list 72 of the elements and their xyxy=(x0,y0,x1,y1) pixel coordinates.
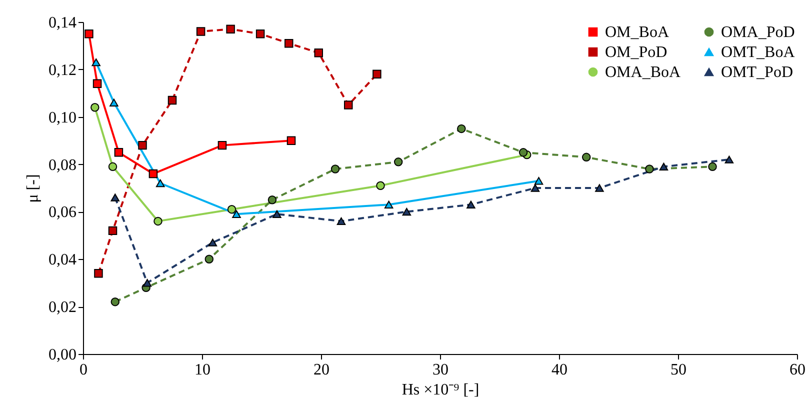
y-tick-label: 0,04 xyxy=(48,252,76,269)
y-tick-label: 0,12 xyxy=(48,62,76,79)
point xyxy=(168,96,177,105)
point xyxy=(268,195,277,204)
x-tick-label: 50 xyxy=(670,362,686,378)
point xyxy=(94,269,103,278)
x-axis-title: Hs ×10⁻⁹ [-] xyxy=(402,382,480,398)
legend-label: OMA_BoA xyxy=(605,64,682,81)
x-tick-label: 60 xyxy=(790,362,806,378)
point xyxy=(724,156,734,164)
point xyxy=(272,210,282,218)
point xyxy=(336,217,346,226)
point xyxy=(110,297,120,306)
point xyxy=(645,164,654,174)
point xyxy=(108,162,118,172)
point xyxy=(372,70,382,79)
point xyxy=(394,158,403,166)
point xyxy=(92,58,100,66)
point xyxy=(708,162,717,172)
point xyxy=(384,200,394,208)
point xyxy=(218,140,227,150)
y-axis-title: μ [-] xyxy=(24,174,42,203)
point xyxy=(595,184,604,192)
legend-label: OMA_PoD xyxy=(721,24,795,41)
point xyxy=(196,27,206,36)
point xyxy=(582,152,591,162)
point xyxy=(286,136,296,145)
point xyxy=(314,48,323,58)
legend-label: OM_PoD xyxy=(605,44,668,61)
point xyxy=(226,24,235,34)
point xyxy=(330,164,340,174)
point xyxy=(208,238,218,246)
point xyxy=(142,279,152,287)
x-tick-label: 0 xyxy=(80,362,88,378)
x-tick-label: 10 xyxy=(194,362,210,378)
y-tick-label: 0,06 xyxy=(48,204,76,222)
point xyxy=(402,208,412,216)
x-tick-label: 30 xyxy=(432,362,448,378)
y-tick-label: 0,14 xyxy=(48,14,76,32)
point xyxy=(530,184,540,192)
point xyxy=(90,103,100,112)
point xyxy=(148,169,158,178)
point xyxy=(110,98,118,106)
point xyxy=(344,100,353,110)
y-tick-label: 0,10 xyxy=(48,109,76,126)
x-tick-label: 20 xyxy=(314,362,330,378)
point xyxy=(156,179,165,188)
point xyxy=(232,210,241,218)
point xyxy=(138,140,147,150)
point xyxy=(518,148,528,157)
legend-label: OMT_BoA xyxy=(721,44,796,61)
point xyxy=(110,194,120,202)
point xyxy=(84,29,94,38)
point xyxy=(466,200,476,208)
y-tick-label: 0,08 xyxy=(48,156,76,174)
x-tick-label: 40 xyxy=(552,362,568,378)
y-tick-label: 0,00 xyxy=(48,346,76,364)
legend-label: OMT_PoD xyxy=(721,64,794,81)
point xyxy=(92,79,102,88)
point xyxy=(154,216,162,226)
point xyxy=(256,29,265,38)
point xyxy=(284,38,294,48)
point xyxy=(114,148,124,157)
point xyxy=(659,162,668,171)
point xyxy=(376,181,385,190)
point xyxy=(227,204,236,214)
legend-label: OM_BoA xyxy=(605,24,670,41)
point xyxy=(457,124,466,134)
point xyxy=(534,177,544,185)
point xyxy=(108,226,118,236)
y-tick-label: 0,02 xyxy=(48,299,76,316)
point xyxy=(204,254,214,264)
